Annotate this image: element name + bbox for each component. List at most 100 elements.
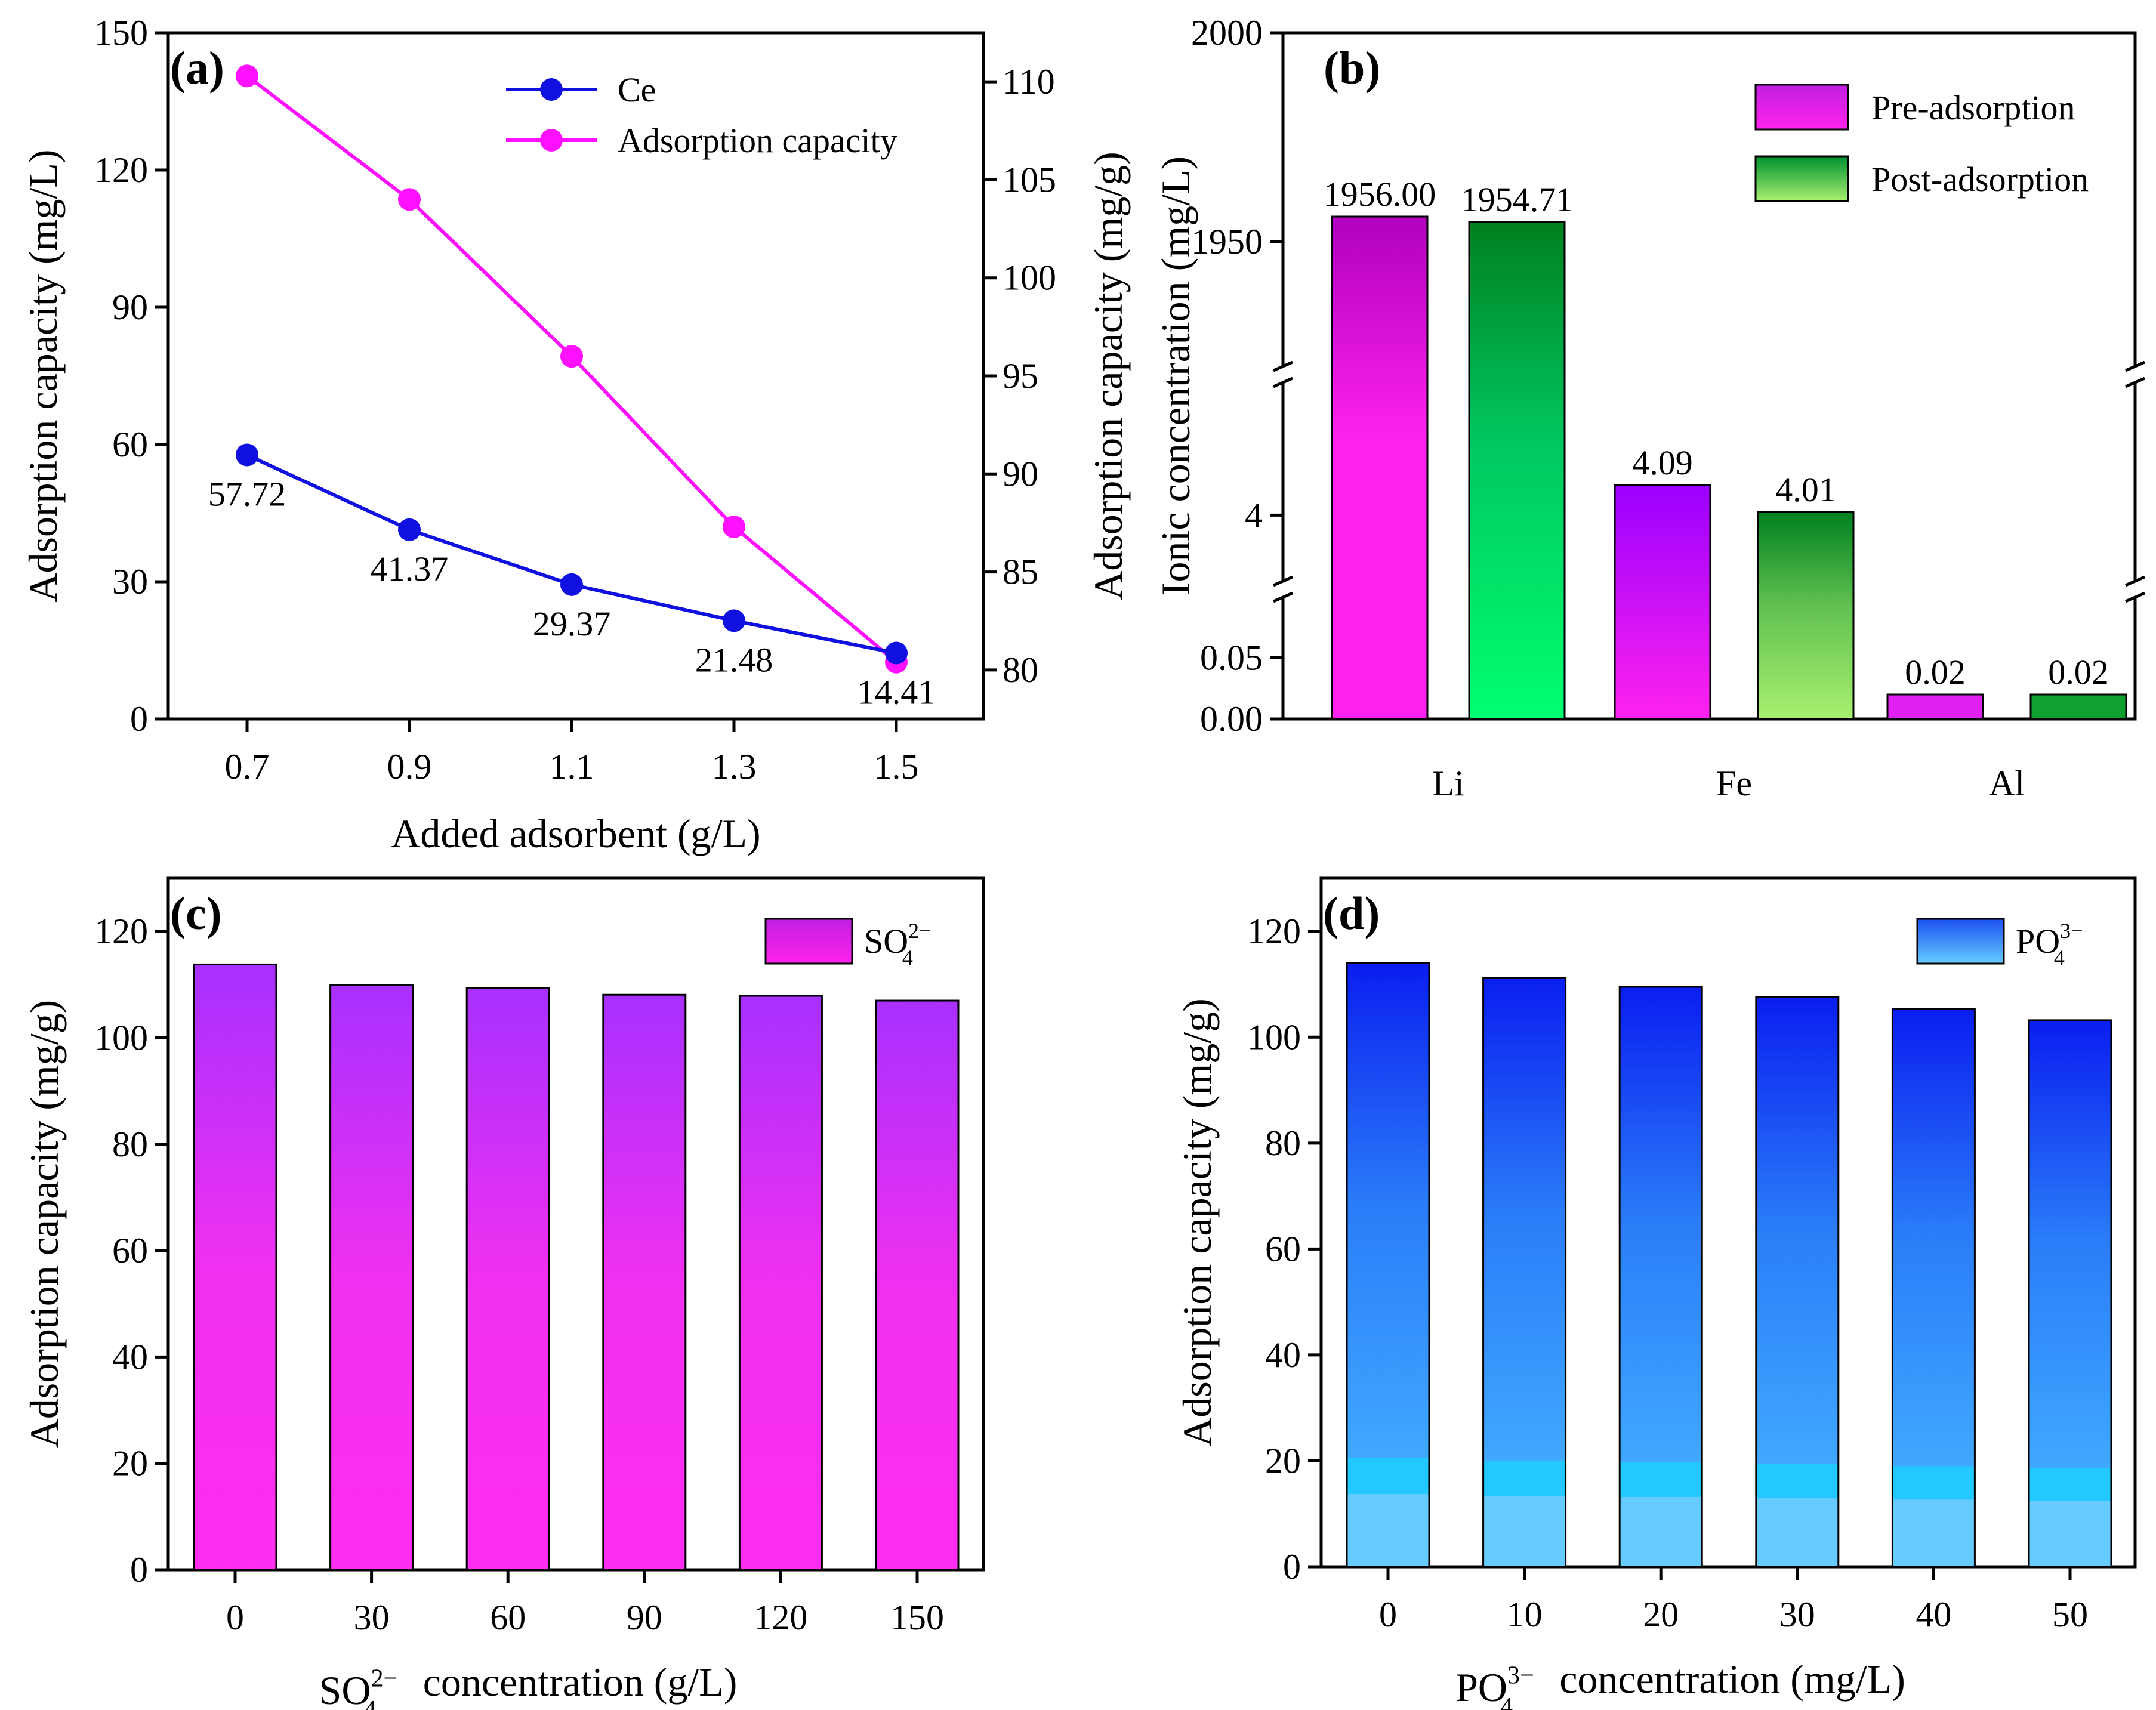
bar-data-label: 4.09 <box>1632 443 1693 482</box>
axis-break-mark <box>2124 591 2146 603</box>
panel-label: (a) <box>170 42 224 94</box>
ce-data-label: 14.41 <box>858 673 936 712</box>
y-axis-label: Adsorption capacity (mg/L) <box>20 149 66 602</box>
legend-label: SO2− 4 <box>864 919 931 970</box>
bar-data-label: 1956.00 <box>1324 175 1436 214</box>
bar-li-pre <box>1331 215 1429 720</box>
panel-b: 0.00 0.05 4 1950 2000 Ionic concentration (mg… <box>1153 13 2146 803</box>
x-axis-label: PO3− 4 concentration (mg/L) <box>1455 1656 1905 1710</box>
bar <box>2028 1019 2112 1568</box>
bar <box>1891 1008 1976 1568</box>
y2-tick-label: 80 <box>1003 650 1038 690</box>
bar <box>1482 977 1567 1568</box>
ce-point <box>236 443 258 467</box>
y-tick-label: 120 <box>1247 912 1301 951</box>
panel-d: 0 20 40 60 80 100 120 0 10 20 30 40 50 Adsorption cap… <box>1174 876 2137 1710</box>
x-tick-label: 0.9 <box>387 747 432 786</box>
y-tick-label: 0.05 <box>1200 638 1263 678</box>
y-tick-label: 100 <box>1247 1017 1301 1057</box>
bar <box>193 963 277 1571</box>
legend-swatch-post <box>1754 155 1849 202</box>
ce-point <box>560 573 583 596</box>
legend-marker <box>540 129 563 152</box>
y-axis-label: Ionic concentration (mg/L) <box>1153 156 1198 595</box>
y-tick-label: 20 <box>1265 1441 1301 1480</box>
legend-label: Adsorption capacity <box>618 121 897 160</box>
y-axis-label: Adsorption capacity (mg/g) <box>21 1000 67 1449</box>
legend-label: PO3− 4 <box>2016 919 2083 970</box>
x-tick-label: 40 <box>1916 1595 1951 1634</box>
x-category-label: Fe <box>1716 764 1752 803</box>
bar <box>1618 986 1703 1568</box>
legend-label: Ce <box>618 70 656 109</box>
ce-point <box>885 641 908 665</box>
bar-al-post <box>2029 693 2127 720</box>
y2-axis-label: Adsorption capacity (mg/g) <box>1085 152 1131 600</box>
panel-c: 0 20 40 60 80 100 120 0 30 60 90 120 150 Adsorption c… <box>21 876 985 1710</box>
axis-break-mark <box>1272 575 1294 587</box>
y-tick-label: 20 <box>112 1444 148 1483</box>
y2-tick-label: 85 <box>1003 552 1038 592</box>
plot-frame <box>1319 876 2137 1569</box>
y-tick-label: 120 <box>94 150 148 190</box>
adsorption-point <box>723 516 745 538</box>
y-tick-label: 1950 <box>1191 222 1263 261</box>
ce-point <box>398 518 421 541</box>
legend-swatch-pre <box>1754 84 1849 131</box>
axis-break-mark <box>2124 575 2146 587</box>
y-tick-label: 60 <box>1265 1229 1301 1268</box>
legend-swatch <box>1916 918 2005 965</box>
axis-break-mark <box>1272 376 1294 388</box>
y2-tick-label: 105 <box>1003 160 1056 199</box>
bar <box>602 993 687 1571</box>
bar <box>875 999 960 1571</box>
legend-label: Pre-adsorption <box>1871 88 2075 127</box>
axis-break-mark <box>2124 360 2146 372</box>
x-tick-label: 10 <box>1507 1595 1543 1634</box>
panel-label: (d) <box>1323 887 1380 939</box>
x-tick-label: 1.1 <box>550 747 594 786</box>
y-tick-label: 40 <box>1265 1335 1301 1375</box>
y-tick-label: 60 <box>112 425 148 464</box>
y-tick-label: 80 <box>112 1125 148 1164</box>
bar-al-pre <box>1886 693 1984 720</box>
panel-label: (c) <box>170 887 222 939</box>
adsorption-point <box>398 188 421 211</box>
ce-data-label: 57.72 <box>208 474 286 513</box>
legend-swatch <box>764 918 853 965</box>
x-tick-label: 120 <box>754 1598 807 1637</box>
y2-tick-label: 100 <box>1003 258 1056 298</box>
x-tick-label: 150 <box>890 1598 944 1637</box>
ce-data-label: 41.37 <box>371 550 449 588</box>
x-tick-label: 90 <box>627 1598 662 1637</box>
y-tick-label: 0 <box>130 1550 148 1589</box>
x-tick-label: 0.7 <box>225 747 270 786</box>
bar <box>1346 962 1430 1568</box>
legend-marker <box>540 78 563 101</box>
y-tick-label: 0 <box>1283 1547 1301 1586</box>
y-tick-label: 100 <box>94 1018 148 1057</box>
y-tick-label: 2000 <box>1191 13 1263 53</box>
y-tick-label: 60 <box>112 1231 148 1270</box>
y-tick-label: 0 <box>130 699 148 739</box>
bar <box>738 995 823 1571</box>
x-tick-label: 0 <box>226 1598 244 1637</box>
x-tick-label: 30 <box>1779 1595 1815 1634</box>
x-axis-label: SO2− 4 concentration (g/L) <box>319 1659 738 1710</box>
y-tick-label: 4 <box>1245 495 1263 535</box>
x-tick-label: 20 <box>1643 1595 1679 1634</box>
y-tick-label: 90 <box>112 288 148 327</box>
y2-tick-label: 110 <box>1003 62 1055 101</box>
panel-a: 0 30 60 90 120 150 80 85 90 95 100 105 110 0.7 0.9 1.1 1… <box>20 13 1131 856</box>
y-tick-label: 150 <box>94 13 148 53</box>
bar <box>465 987 550 1571</box>
bar-data-label: 0.02 <box>1905 653 1966 692</box>
y-tick-label: 30 <box>112 562 148 601</box>
y-tick-label: 0.00 <box>1200 699 1263 739</box>
bar-data-label: 1954.71 <box>1461 180 1574 219</box>
x-tick-label: 60 <box>490 1598 526 1637</box>
ce-data-label: 29.37 <box>533 604 611 643</box>
bar-data-label: 0.02 <box>2048 653 2109 692</box>
x-category-label: Li <box>1432 764 1464 803</box>
